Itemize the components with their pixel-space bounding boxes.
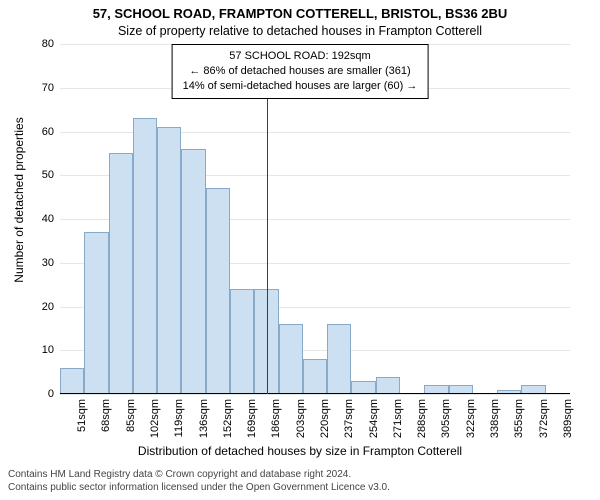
y-tick-label: 80	[42, 38, 54, 50]
x-tick-label: 220sqm	[319, 399, 331, 438]
x-axis-label: Distribution of detached houses by size …	[0, 444, 600, 458]
x-tick-label: 203sqm	[295, 399, 307, 438]
annotation-line3: 14% of semi-detached houses are larger (…	[183, 79, 418, 94]
x-tick-label: 68sqm	[100, 399, 112, 432]
x-tick-label: 102sqm	[149, 399, 161, 438]
grid-line	[60, 394, 570, 395]
bar	[303, 359, 327, 394]
x-tick-label: 322sqm	[465, 399, 477, 438]
x-tick-label: 51sqm	[76, 399, 88, 432]
x-tick-label: 152sqm	[222, 399, 234, 438]
x-tick-label: 305sqm	[440, 399, 452, 438]
y-tick-label: 60	[42, 126, 54, 138]
x-tick-label: 288sqm	[416, 399, 428, 438]
y-tick-label: 20	[42, 301, 54, 313]
y-tick-label: 50	[42, 169, 54, 181]
x-tick-label: 237sqm	[343, 399, 355, 438]
chart-container: 57, SCHOOL ROAD, FRAMPTON COTTERELL, BRI…	[0, 0, 600, 500]
y-axis-label: Number of detached properties	[12, 117, 26, 282]
x-tick-label: 389sqm	[562, 399, 574, 438]
chart-title: 57, SCHOOL ROAD, FRAMPTON COTTERELL, BRI…	[0, 6, 600, 21]
y-tick-label: 10	[42, 344, 54, 356]
footer-line1: Contains HM Land Registry data © Crown c…	[8, 468, 390, 481]
bar	[157, 127, 181, 394]
bar	[181, 149, 205, 394]
x-tick-label: 169sqm	[246, 399, 258, 438]
x-tick-label: 271sqm	[392, 399, 404, 438]
x-tick-label: 85sqm	[125, 399, 137, 432]
bar	[206, 188, 230, 394]
bar	[60, 368, 84, 394]
x-tick-label: 338sqm	[489, 399, 501, 438]
x-tick-label: 186sqm	[270, 399, 282, 438]
x-tick-label: 119sqm	[173, 399, 185, 437]
annotation-line1: 57 SCHOOL ROAD: 192sqm	[183, 49, 418, 64]
bar	[327, 324, 351, 394]
y-tick-label: 30	[42, 257, 54, 269]
y-tick-label: 0	[48, 388, 54, 400]
chart-subtitle: Size of property relative to detached ho…	[0, 24, 600, 38]
x-tick-label: 355sqm	[513, 399, 525, 438]
footer-line2: Contains public sector information licen…	[8, 481, 390, 494]
footer: Contains HM Land Registry data © Crown c…	[8, 468, 390, 494]
bar	[279, 324, 303, 394]
bar	[109, 153, 133, 394]
x-tick-label: 136sqm	[198, 399, 210, 438]
annotation-line2: ← 86% of detached houses are smaller (36…	[183, 64, 418, 79]
annotation-box: 57 SCHOOL ROAD: 192sqm ← 86% of detached…	[172, 44, 429, 99]
x-tick-label: 372sqm	[538, 399, 550, 438]
y-tick-label: 40	[42, 213, 54, 225]
x-tick-label: 254sqm	[368, 399, 380, 438]
bar	[376, 377, 400, 395]
x-axis-line	[60, 393, 570, 394]
bar	[230, 289, 254, 394]
y-tick-label: 70	[42, 82, 54, 94]
bar	[133, 118, 157, 394]
bar	[84, 232, 108, 394]
